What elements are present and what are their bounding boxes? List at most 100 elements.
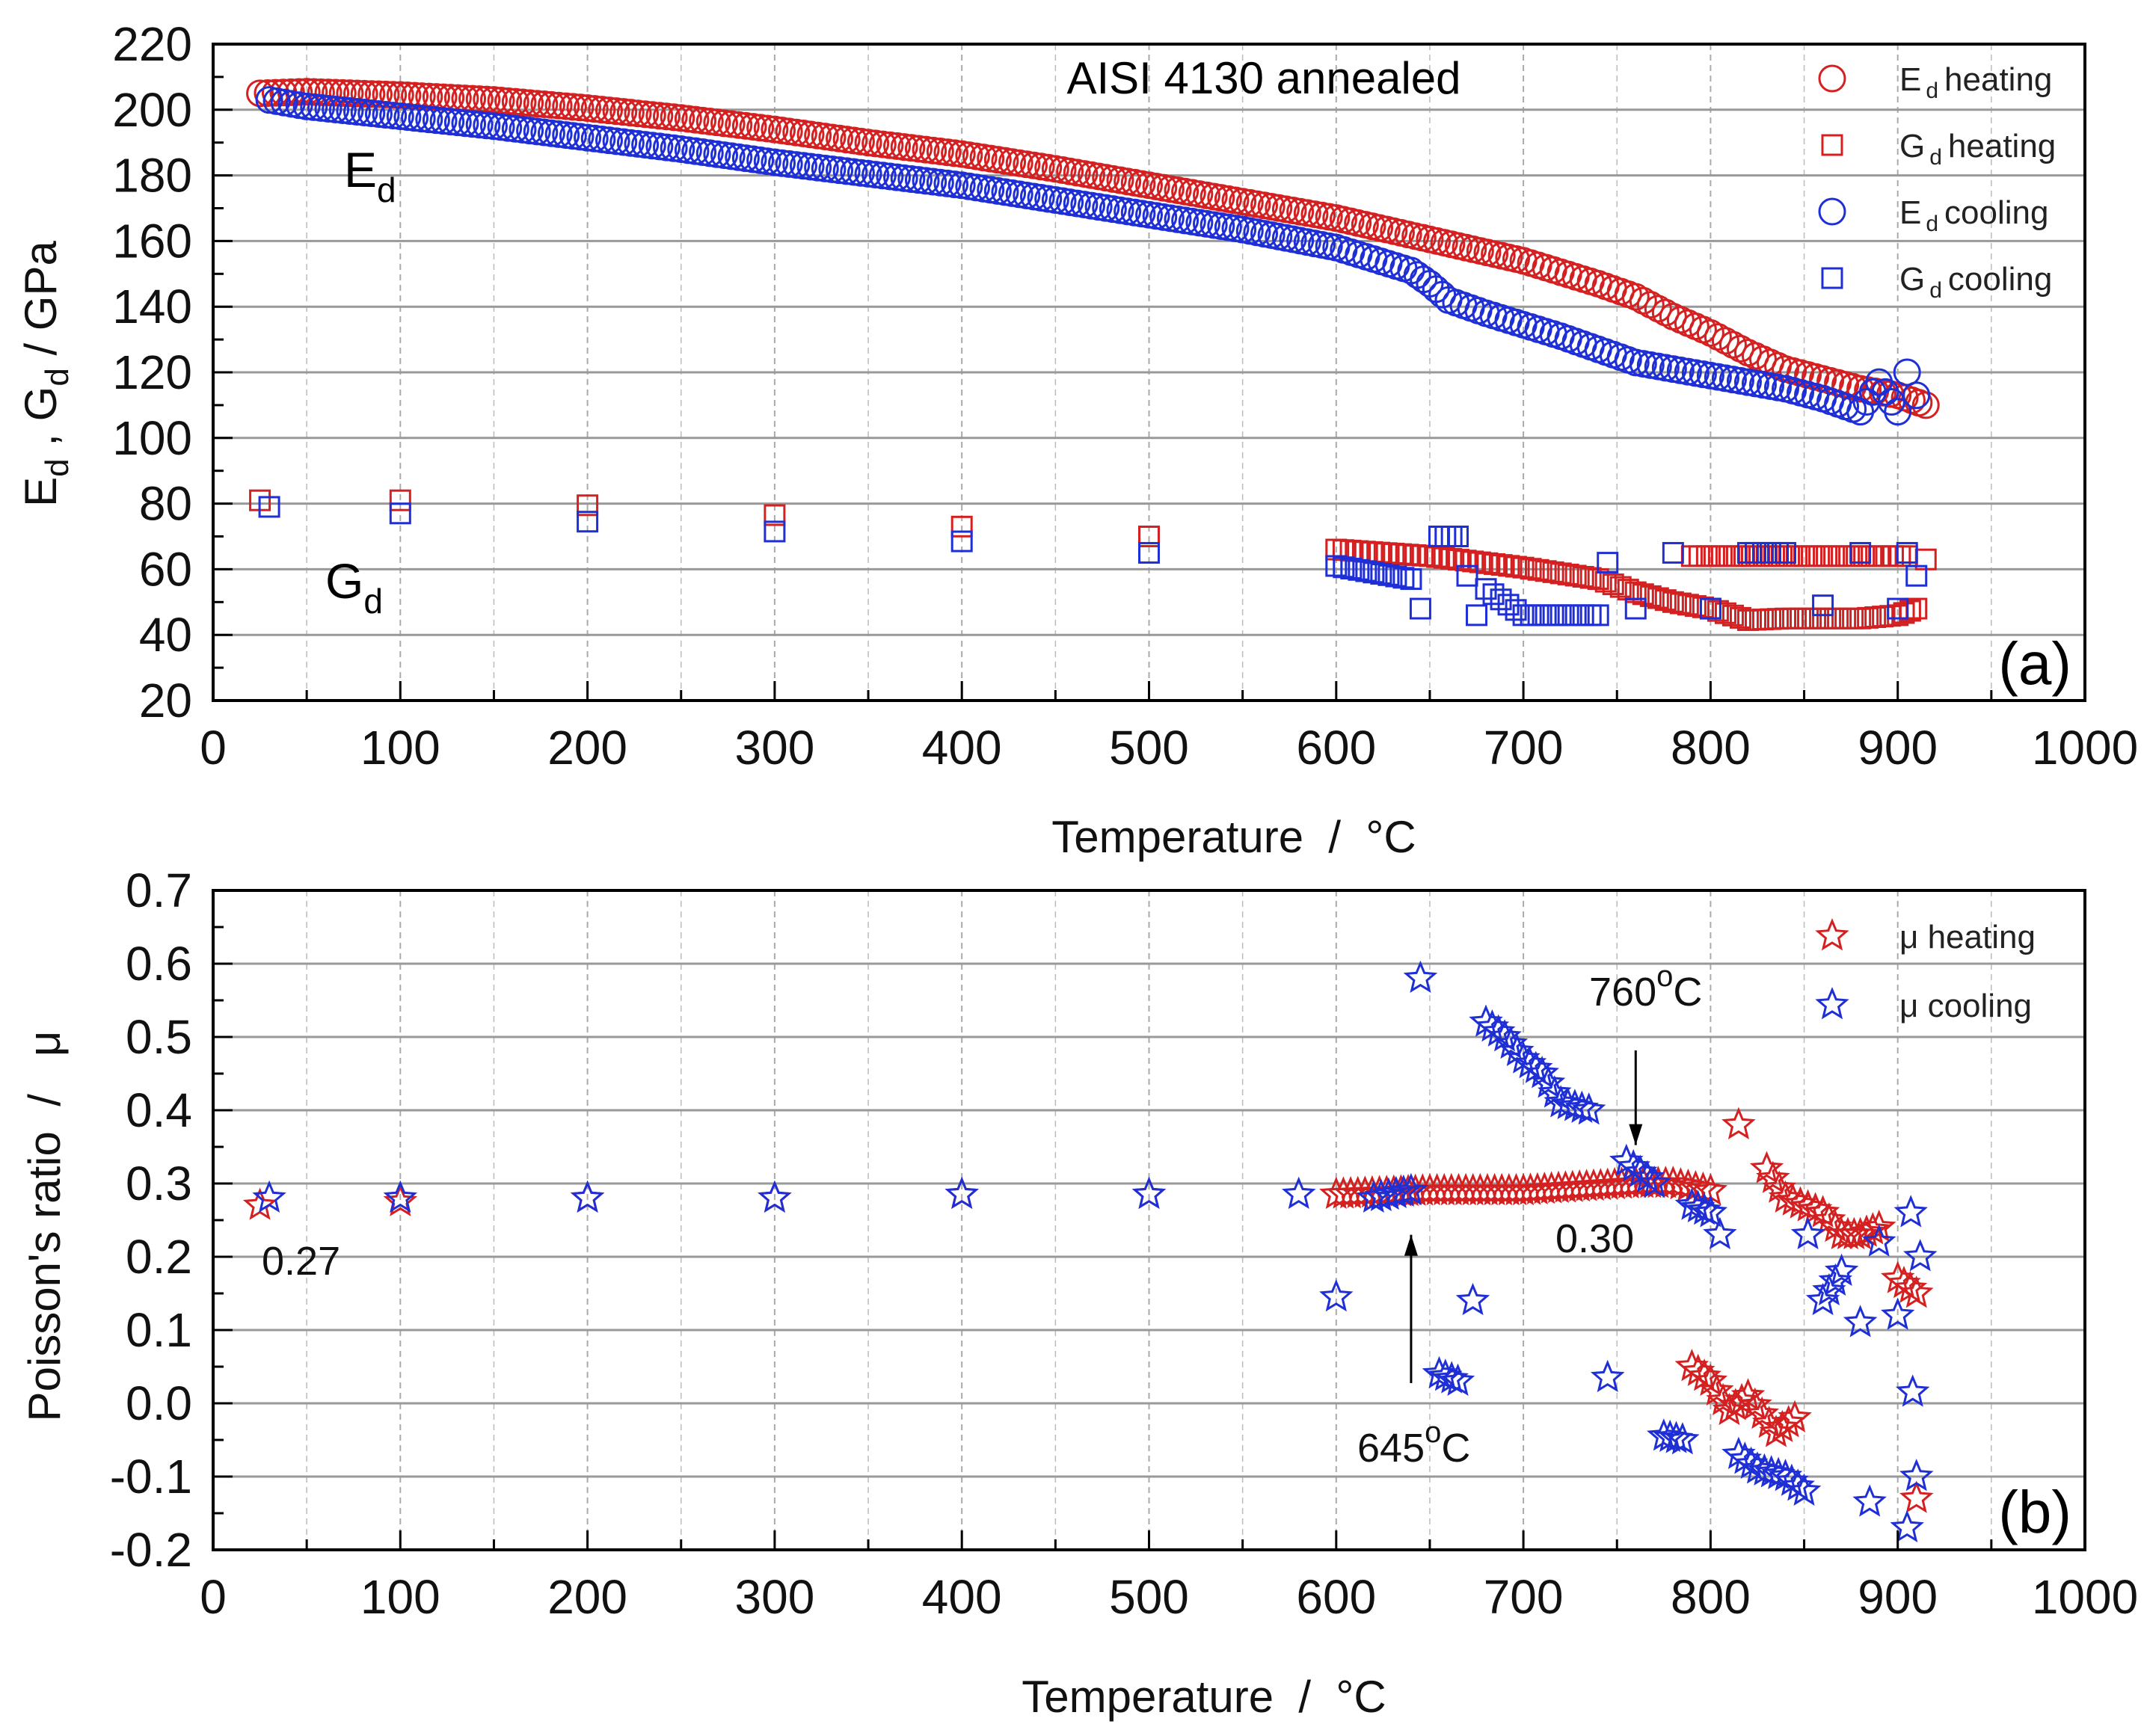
data-point [897,164,926,193]
data-point [919,167,947,196]
data-point [379,102,408,130]
data-point [861,129,890,158]
data-point [1520,558,1542,580]
data-point [595,126,623,155]
data-point [530,118,559,147]
data-point [1639,585,1662,607]
x-tick-label: 1000 [2032,1570,2138,1624]
data-point [703,108,731,137]
data-point [868,161,897,190]
data-point [401,104,429,132]
y-tick-label: 80 [139,477,192,531]
data-point [854,159,882,188]
data-point [933,169,962,197]
legend-marker [1821,134,1843,156]
data-point [1692,596,1714,618]
data-point [1804,607,1827,630]
data-point [1787,1473,1822,1506]
y-tick-label: 100 [112,411,192,465]
legend-marker [1821,267,1843,289]
legend-marker [1818,197,1846,226]
data-point [1852,1484,1887,1517]
data-point [509,88,537,117]
data-point [1696,318,1724,347]
data-point [494,114,523,142]
x-tick-label: 600 [1296,721,1376,775]
data-point [1484,552,1506,575]
y-tick-label: 0.6 [126,937,192,991]
data-point [1377,564,1400,586]
data-point [667,104,695,132]
data-point [1609,576,1632,598]
annotations-b: 0.27 0.30 760oC 645oC [262,960,1702,1471]
data-point [537,119,565,147]
data-point [1433,547,1455,569]
x-tick-label: 800 [1671,721,1751,775]
data-point [1872,606,1894,628]
data-point [1549,562,1572,585]
data-point [1864,606,1887,628]
data-point [357,99,386,128]
data-point [764,504,786,526]
series-μ-cooling [252,960,1938,1542]
x-tick-label: 100 [360,721,440,775]
data-point [1823,545,1846,567]
data-point [252,1180,286,1213]
data-point [386,102,414,131]
data-point [1868,545,1890,567]
data-point [343,79,372,108]
data-point [1893,1195,1928,1228]
y-tick-label: 200 [112,83,192,137]
data-point [1827,607,1849,630]
y-axis-title-b: Poisson's ratio / μ [19,1031,70,1422]
data-point [919,136,947,164]
data-point [570,1180,605,1213]
data-point [1487,1019,1522,1052]
data-point [868,130,897,158]
y-tick-label: 180 [112,149,192,203]
legend-item: μ cooling [1815,987,2032,1024]
data-point [328,96,357,124]
data-point [1778,1400,1812,1432]
y-tick-label: -0.2 [110,1523,192,1577]
data-point [674,105,702,133]
series-g-d-cooling [258,496,1928,627]
data-point [261,79,289,107]
curve-label-gd: Gd [325,553,383,621]
data-point [1699,1373,1734,1406]
data-point [1549,604,1572,627]
data-point [616,129,645,157]
data-point [645,102,674,130]
data-point [343,98,372,126]
data-point [1790,607,1812,630]
y-tick-label: 0.2 [126,1230,192,1284]
data-point [577,494,599,517]
data-point [1505,599,1527,621]
data-point [314,94,343,123]
arrow-760c [1629,1050,1643,1145]
data-point [566,123,595,151]
annotation-645c: 645oC [1357,1416,1470,1471]
data-point [566,93,595,122]
data-point [624,99,652,128]
data-point [523,117,551,146]
data-point [725,111,753,139]
y-tick-label: 60 [139,542,192,596]
data-point [764,520,786,543]
arrow-645c [1404,1234,1418,1383]
data-point [1714,602,1736,624]
x-tick-label: 400 [922,721,1002,775]
data-point [1818,1263,1853,1296]
series-e-d-cooling [255,86,1931,426]
data-point [1557,563,1579,585]
data-point [487,113,515,141]
data-point [1456,564,1478,587]
data-point [336,79,364,108]
data-point [689,106,717,135]
data-point [1749,1151,1784,1184]
y-tick-label: 140 [112,280,192,333]
data-point [631,131,660,159]
data-point [1782,607,1804,630]
